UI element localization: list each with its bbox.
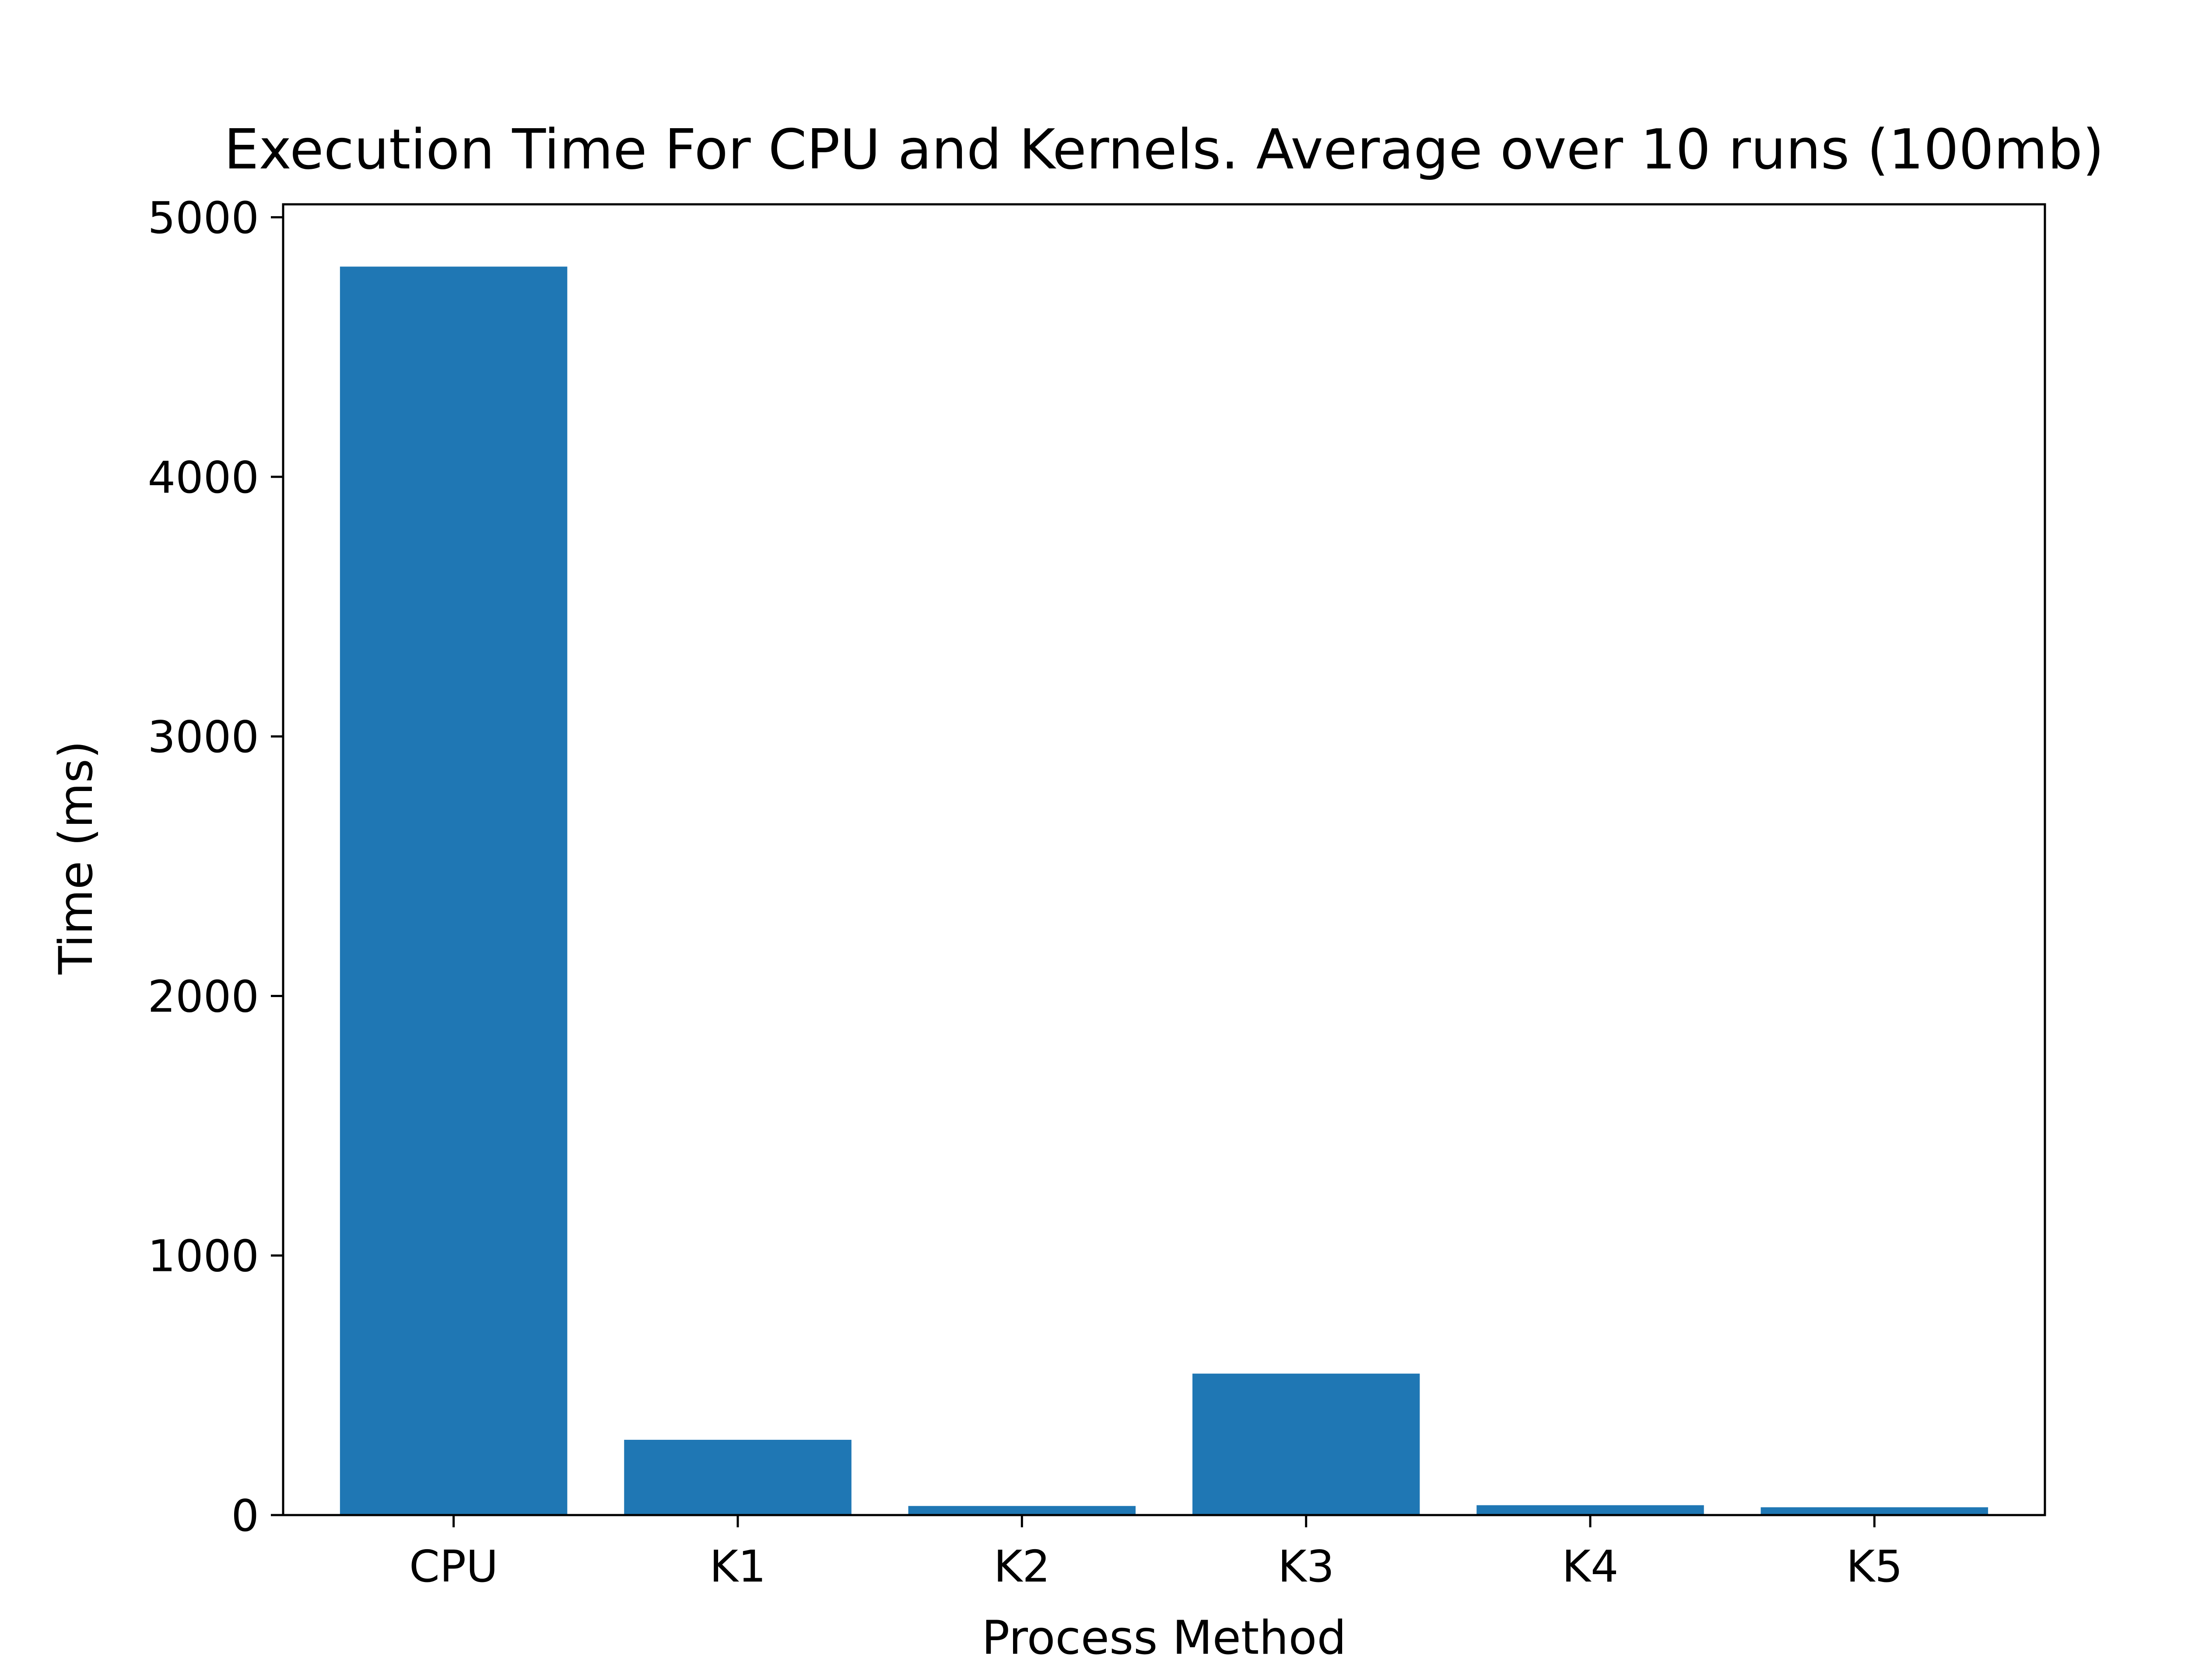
chart-title: Execution Time For CPU and Kernels. Aver…: [224, 117, 2104, 182]
y-tick-label: 2000: [148, 971, 259, 1022]
x-tick-label: CPU: [409, 1541, 498, 1592]
x-tick-label: K3: [1278, 1541, 1334, 1592]
x-axis-label: Process Method: [982, 1611, 1346, 1665]
plot-frame: [282, 203, 2046, 1516]
y-tick-label: 3000: [148, 711, 259, 763]
bar-k3: [1192, 1373, 1420, 1515]
bar-k1: [624, 1439, 852, 1515]
y-tick-label: 1000: [148, 1231, 259, 1282]
x-tick-label: K2: [994, 1541, 1050, 1592]
y-tick-label: 5000: [148, 192, 259, 244]
y-axis-label: Time (ms): [49, 741, 103, 975]
bar-k2: [908, 1506, 1136, 1515]
x-tick-label: K5: [1846, 1541, 1903, 1592]
x-tick-label: K4: [1562, 1541, 1618, 1592]
x-axis-ticks: CPU K1 K2 K3 K4 K5: [409, 1515, 1903, 1592]
bar-k4: [1476, 1505, 1704, 1515]
y-tick-label: 4000: [148, 452, 259, 503]
y-axis-ticks: 0 1000 2000 3000 4000 5000: [148, 192, 283, 1541]
bars-group: [340, 266, 1988, 1515]
y-tick-label: 0: [231, 1490, 259, 1541]
bar-k5: [1760, 1507, 1988, 1515]
x-tick-label: K1: [709, 1541, 766, 1592]
bar-cpu: [340, 266, 568, 1515]
